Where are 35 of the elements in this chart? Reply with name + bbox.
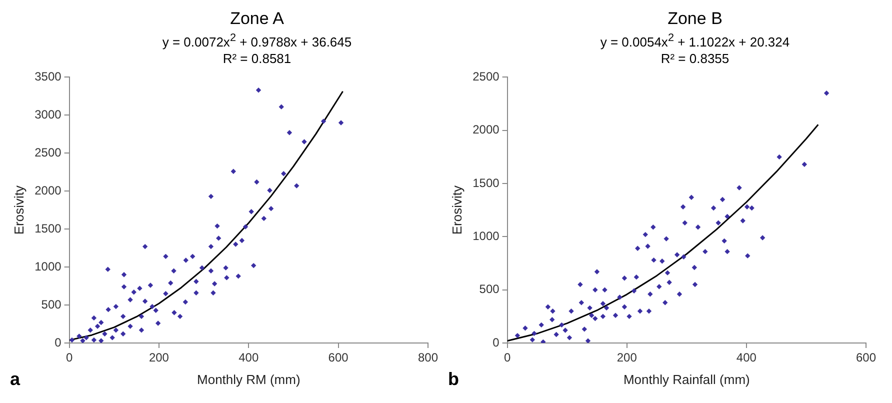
y-axis-title: Erosivity (449, 185, 464, 235)
y-tick-label: 0 (492, 336, 500, 350)
x-tick-label: 200 (616, 350, 638, 365)
text: R² = 0.8581 (222, 50, 292, 68)
text: b (448, 369, 459, 390)
y-axis-title: Erosivity (11, 185, 26, 235)
text: R² = 0.8355 (660, 50, 730, 68)
x-tick-label: 200 (148, 350, 170, 365)
y-tick-label: 3500 (34, 70, 62, 84)
y-tick-label: 500 (41, 298, 62, 312)
chart-subtitle: y = 0.0072x$^{2}$ + 0.9788x + 36.645 (161, 31, 353, 50)
x-tick-label: 600 (856, 350, 876, 365)
y-tick-label: 500 (479, 282, 500, 296)
y-tick-label: 1000 (34, 260, 62, 274)
x-tick-label: 0 (504, 350, 511, 365)
y-tick-label: 3000 (34, 108, 62, 122)
y-tick-label: 2500 (34, 146, 62, 160)
x-tick-label: 400 (238, 350, 259, 365)
x-tick-label: 600 (328, 350, 349, 365)
x-tick-label: 0 (66, 350, 73, 365)
y-tick-label: 1000 (472, 229, 500, 244)
y-tick-label: 2500 (472, 70, 500, 84)
x-axis-title: Monthly Rainfall (mm) (623, 372, 750, 388)
y-tick-label: 0 (54, 336, 62, 350)
y-tick-label: 1500 (34, 222, 62, 236)
x-tick-label: 400 (736, 350, 757, 365)
chart-title: Zone A (229, 8, 285, 30)
x-axis-title: Monthly RM (mm) (197, 372, 300, 388)
y-tick-label: 2000 (34, 184, 62, 198)
chart-subtitle: y = 0.0054x$^{2}$ + 1.1022x + 20.324 (599, 31, 791, 50)
y-tick-label: 2000 (472, 123, 500, 137)
x-tick-label: 800 (418, 350, 438, 365)
chart-title: Zone B (666, 8, 724, 30)
y-tick-label: 1500 (472, 176, 500, 190)
text: a (10, 369, 20, 390)
